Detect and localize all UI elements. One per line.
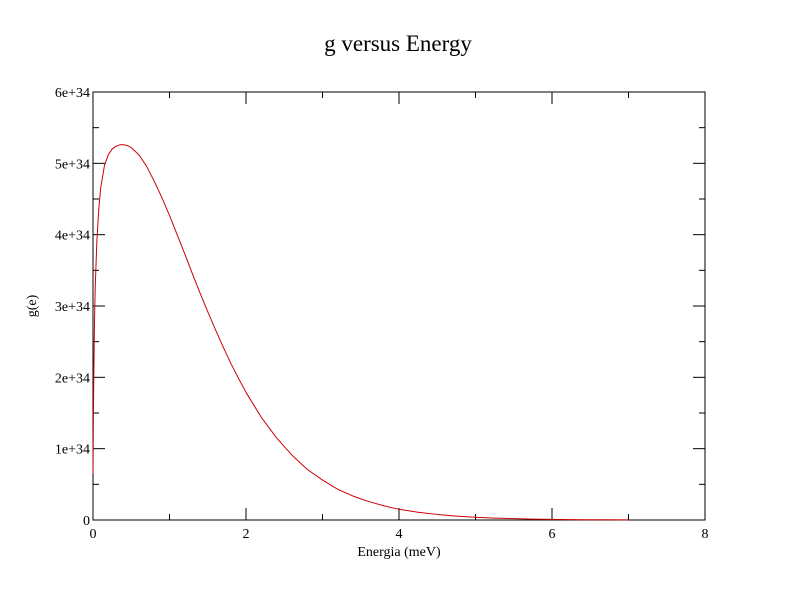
x-axis-label: Energia (meV) bbox=[357, 545, 441, 560]
axis-tick-labels: 0 2 4 6 8 0 1e+34 2e+34 3e+34 4e+34 5e+34 6e+34 bbox=[55, 86, 709, 542]
x-tick-label: 8 bbox=[702, 527, 709, 542]
y-tick-label: 0 bbox=[83, 514, 90, 529]
plot-frame bbox=[92, 91, 706, 521]
series-layer bbox=[92, 144, 629, 521]
y-tick-label: 3e+34 bbox=[55, 300, 90, 315]
axis-ticks bbox=[92, 91, 706, 521]
x-tick-label: 6 bbox=[549, 527, 556, 542]
y-tick-label: 6e+34 bbox=[55, 86, 90, 101]
series-line bbox=[92, 144, 629, 521]
y-tick-label: 1e+34 bbox=[55, 443, 90, 458]
y-tick-label: 4e+34 bbox=[55, 229, 90, 244]
y-tick-label: 5e+34 bbox=[55, 157, 90, 172]
chart-title: g versus Energy bbox=[324, 31, 472, 56]
y-tick-label: 2e+34 bbox=[55, 371, 90, 386]
x-tick-label: 4 bbox=[396, 527, 403, 542]
x-tick-label: 0 bbox=[90, 527, 97, 542]
x-tick-label: 2 bbox=[243, 527, 250, 542]
y-axis-label: g(e) bbox=[25, 294, 40, 317]
